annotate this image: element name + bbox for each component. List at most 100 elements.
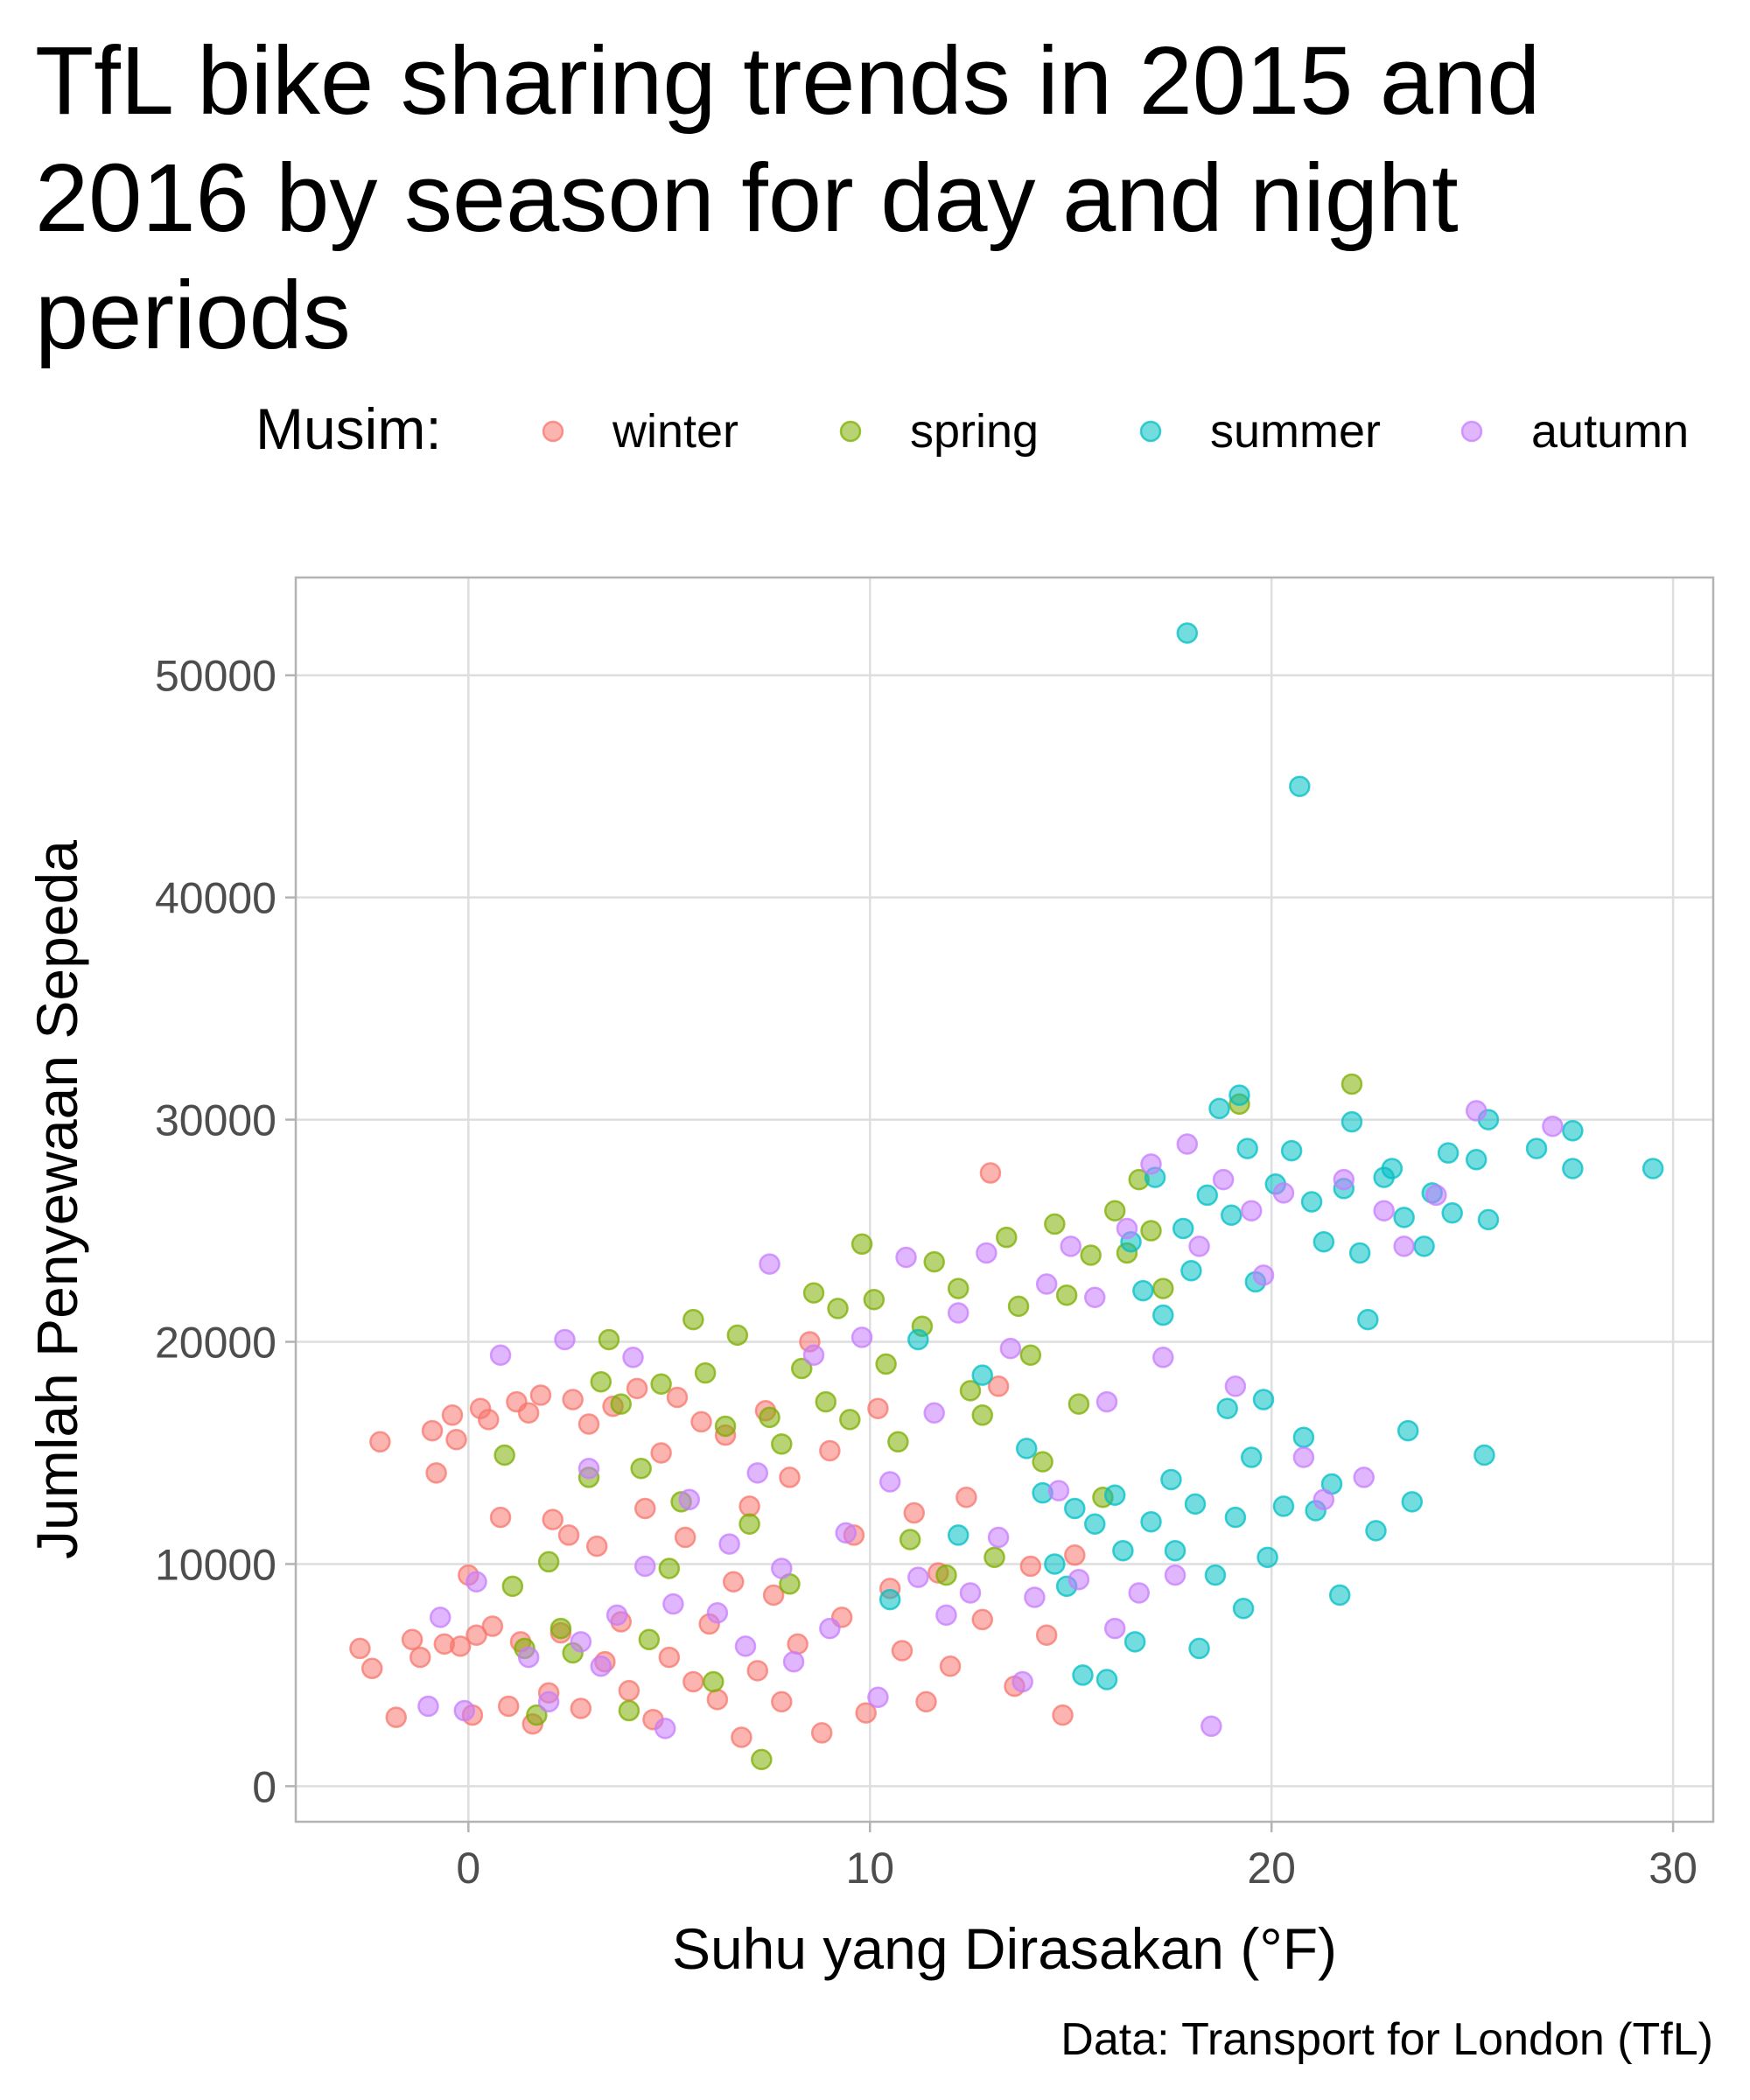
data-point-summer	[1413, 1236, 1435, 1257]
data-point-spring	[494, 1444, 515, 1466]
data-point-summer	[1188, 1637, 1210, 1660]
data-point-autumn	[1164, 1564, 1186, 1586]
data-point-winter	[819, 1439, 841, 1462]
data-point-winter	[360, 1657, 383, 1680]
data-point-winter	[722, 1571, 745, 1593]
data-point-autumn	[537, 1690, 560, 1713]
data-point-autumn	[1103, 1617, 1126, 1640]
data-point-winter	[1052, 1704, 1074, 1726]
data-point-autumn	[417, 1695, 439, 1718]
x-tick-label: 0	[456, 1844, 480, 1893]
data-point-summer	[1393, 1207, 1415, 1228]
data-point-autumn	[718, 1533, 740, 1555]
data-point-spring	[618, 1699, 640, 1722]
data-point-winter	[557, 1524, 580, 1546]
data-point-summer	[1196, 1184, 1219, 1207]
data-point-autumn	[802, 1344, 825, 1366]
series-winter	[349, 1162, 1086, 1748]
data-point-autumn	[1542, 1115, 1564, 1138]
data-point-summer	[1164, 1539, 1186, 1562]
data-point-winter	[867, 1397, 889, 1419]
data-point-summer	[1221, 1204, 1242, 1227]
data-point-autumn	[1393, 1236, 1415, 1257]
data-point-autumn	[1252, 1264, 1275, 1286]
legend-item-winter: winter	[542, 405, 738, 458]
data-point-winter	[915, 1690, 937, 1713]
legend-key-summer	[1139, 420, 1162, 443]
data-point-winter	[779, 1466, 801, 1488]
data-point-spring	[984, 1546, 1005, 1569]
data-point-winter	[891, 1640, 914, 1662]
data-point-autumn	[1333, 1168, 1355, 1191]
data-point-autumn	[819, 1617, 841, 1640]
data-point-spring	[658, 1558, 681, 1579]
data-point-autumn	[1465, 1100, 1488, 1122]
legend-label: spring	[910, 405, 1039, 458]
data-point-spring	[875, 1353, 897, 1376]
data-point-spring	[682, 1308, 704, 1331]
data-point-summer	[1381, 1158, 1404, 1180]
data-point-spring	[1140, 1220, 1162, 1242]
data-point-autumn	[1224, 1376, 1247, 1397]
data-point-spring	[1007, 1295, 1030, 1318]
legend-item-autumn: autumn	[1460, 405, 1689, 458]
data-point-spring	[738, 1513, 760, 1535]
y-tick-label: 20000	[155, 1319, 276, 1368]
data-point-spring	[887, 1431, 909, 1453]
data-point-autumn	[1188, 1236, 1210, 1257]
data-point-spring	[863, 1289, 886, 1311]
data-point-autumn	[782, 1650, 805, 1673]
data-point-summer	[1396, 1419, 1419, 1442]
x-tick-label: 30	[1648, 1844, 1698, 1893]
data-point-winter	[489, 1506, 512, 1529]
data-point-summer	[1348, 1242, 1371, 1264]
data-point-summer	[1474, 1444, 1495, 1466]
data-point-autumn	[1425, 1184, 1447, 1207]
data-point-winter	[939, 1656, 962, 1677]
data-point-spring	[899, 1529, 921, 1550]
data-point-spring	[630, 1458, 652, 1480]
data-point-winter	[570, 1698, 592, 1719]
data-point-summer	[1328, 1584, 1351, 1606]
data-point-spring	[598, 1328, 620, 1351]
data-point-summer	[1044, 1553, 1066, 1575]
data-point-winter	[987, 1376, 1010, 1397]
data-point-autumn	[1012, 1670, 1033, 1693]
data-point-winter	[478, 1409, 500, 1431]
data-point-winter	[618, 1679, 640, 1702]
data-point-winter	[810, 1722, 833, 1744]
data-point-autumn	[1140, 1153, 1162, 1175]
data-point-winter	[385, 1706, 407, 1728]
data-point-summer	[1437, 1142, 1460, 1164]
data-point-autumn	[1024, 1586, 1046, 1608]
data-point-spring	[703, 1670, 724, 1693]
data-point-spring	[802, 1282, 825, 1304]
series-autumn	[417, 1100, 1564, 1740]
data-point-summer	[1176, 622, 1199, 644]
data-point-spring	[923, 1250, 945, 1273]
data-point-spring	[1032, 1451, 1054, 1473]
data-point-summer	[1280, 1139, 1303, 1162]
data-point-autumn	[662, 1592, 684, 1615]
data-point-autumn	[706, 1602, 729, 1624]
data-point-winter	[466, 1624, 487, 1646]
data-point-autumn	[606, 1604, 628, 1627]
data-point-summer	[878, 1588, 901, 1611]
data-point-autumn	[622, 1347, 644, 1368]
data-point-autumn	[734, 1635, 757, 1657]
data-point-autumn	[1212, 1168, 1235, 1191]
data-point-winter	[542, 1508, 564, 1530]
data-point-summer	[1300, 1191, 1323, 1213]
data-point-autumn	[1084, 1286, 1106, 1308]
data-point-autumn	[1353, 1466, 1375, 1488]
data-point-winter	[445, 1428, 467, 1451]
legend-item-summer: summer	[1139, 405, 1381, 458]
data-point-autumn	[453, 1699, 475, 1722]
data-point-autumn	[935, 1604, 957, 1627]
data-point-summer	[1224, 1506, 1247, 1529]
data-point-winter	[1035, 1624, 1058, 1646]
data-point-autumn	[1200, 1715, 1222, 1738]
x-tick-label: 20	[1247, 1844, 1296, 1893]
data-point-summer	[1256, 1546, 1278, 1569]
data-point-autumn	[1116, 1217, 1138, 1240]
